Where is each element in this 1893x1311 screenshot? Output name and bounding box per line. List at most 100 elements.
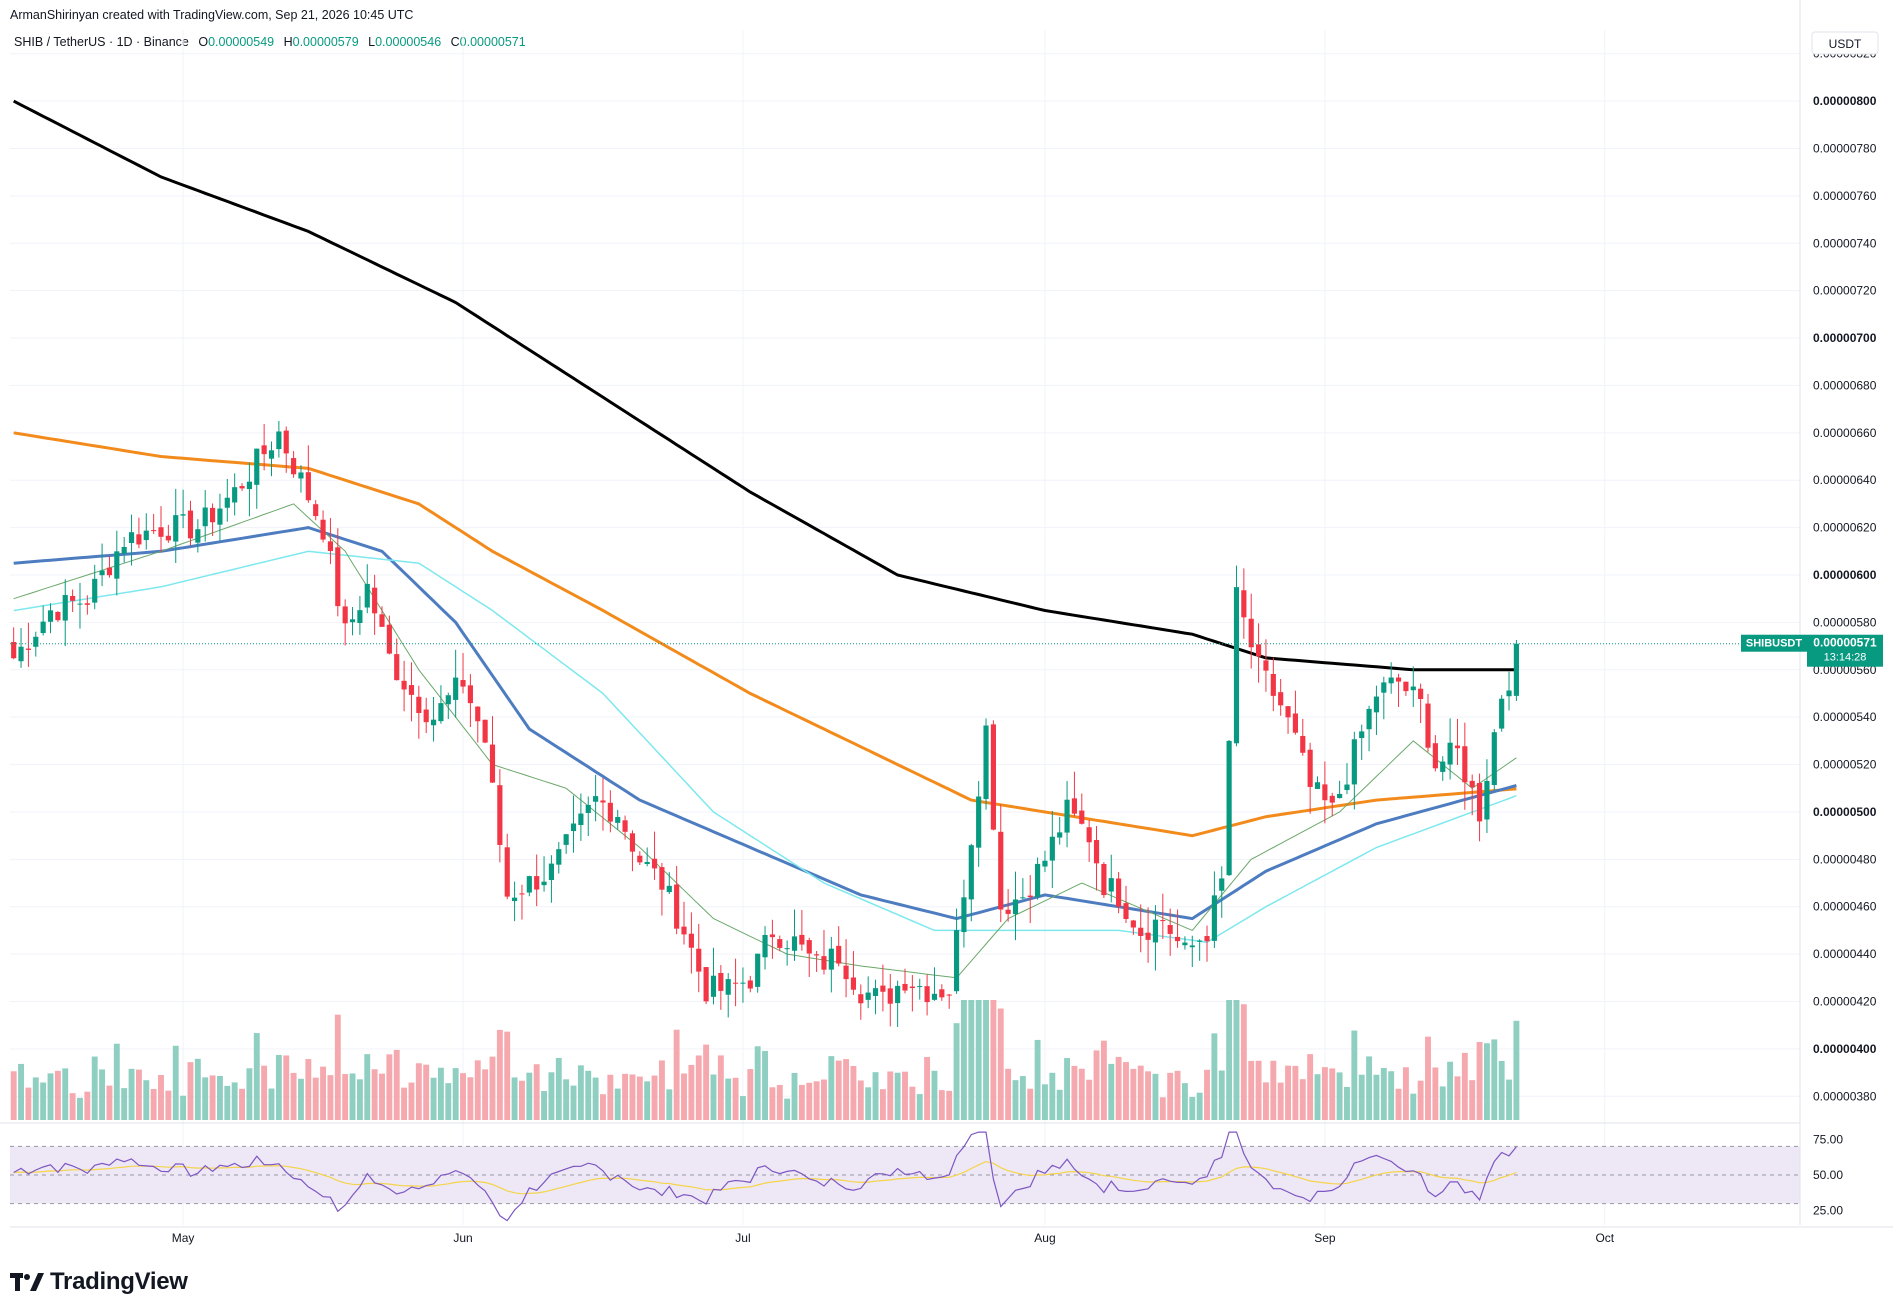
candle-body <box>718 973 724 991</box>
candle-body <box>585 804 591 813</box>
candle-body <box>1388 677 1394 684</box>
moving-average-line <box>13 550 1517 944</box>
volume-bar <box>865 1087 872 1120</box>
volume-bar <box>77 1097 83 1120</box>
volume-bar <box>968 1000 975 1120</box>
candle-body <box>114 551 120 579</box>
volume-bar <box>216 1075 223 1120</box>
candle-body <box>305 472 311 501</box>
volume-bar <box>239 1088 245 1120</box>
candle-body <box>703 967 709 1002</box>
candle-body <box>430 719 437 726</box>
volume-bar <box>1491 1039 1498 1120</box>
candle-body <box>895 985 901 1004</box>
volume-bar <box>1329 1068 1336 1120</box>
candle-body <box>121 546 127 554</box>
volume-bar <box>1402 1067 1409 1120</box>
volume-bar <box>334 1014 341 1120</box>
volume-bar <box>1152 1073 1159 1120</box>
brand-logo[interactable]: TradingView <box>10 1268 188 1296</box>
candle-body <box>1418 688 1424 700</box>
candle-body <box>1447 742 1453 765</box>
candle-body <box>1049 836 1055 861</box>
volume-bar <box>1189 1096 1196 1120</box>
candle-body <box>961 897 967 933</box>
price-badge-countdown: 13:14:28 <box>1824 652 1867 664</box>
candle-body <box>92 578 98 603</box>
candle-body <box>1469 780 1475 788</box>
volume-bar <box>99 1069 106 1120</box>
candle-body <box>1403 681 1409 692</box>
volume-bar <box>437 1067 444 1120</box>
volume-bar <box>1417 1080 1424 1120</box>
price-tick-label: 0.00000680 <box>1813 378 1877 392</box>
volume-bar <box>342 1074 349 1120</box>
candle-body <box>570 823 577 832</box>
candle-body <box>976 796 982 848</box>
candle-body <box>814 954 820 956</box>
volume-bar <box>1263 1082 1269 1120</box>
candle-body <box>1174 936 1181 942</box>
moving-averages <box>13 99 1517 979</box>
candle-body <box>946 994 952 996</box>
volume-bar <box>1100 1040 1107 1120</box>
volume-bar <box>40 1082 47 1120</box>
candle-body <box>600 800 606 803</box>
volume-bar <box>924 1056 931 1120</box>
candle-body <box>1064 799 1070 833</box>
volume-bar <box>106 1085 113 1120</box>
time-tick-label: Jun <box>453 1231 472 1245</box>
price-tick-label: 0.00000480 <box>1813 852 1877 866</box>
candle-body <box>1211 895 1217 941</box>
candle-body <box>475 706 481 722</box>
candle-body <box>858 994 864 1004</box>
rsi-line <box>13 1131 1517 1222</box>
volume-bar <box>644 1081 651 1120</box>
candle-body <box>659 867 665 890</box>
candle-body <box>666 885 672 893</box>
volume-bar <box>1064 1058 1071 1120</box>
price-badge: SHIBUSDT 0.00000571 13:14:28 <box>1741 634 1883 667</box>
candle-body <box>394 654 400 681</box>
candle-body <box>629 833 636 852</box>
candle-body <box>644 861 650 865</box>
volume-bar <box>1005 1068 1012 1120</box>
volume-bar <box>253 1033 260 1120</box>
candle-body <box>769 934 775 938</box>
candle-body <box>762 934 768 958</box>
candle-body <box>349 619 356 623</box>
volume-bar <box>1034 1039 1041 1120</box>
candle-body <box>1314 782 1321 789</box>
price-tick-label: 0.00000380 <box>1813 1089 1877 1103</box>
candle-body <box>1454 745 1461 749</box>
candle-body <box>1506 690 1512 697</box>
candle-body <box>740 982 746 984</box>
volume-bar <box>1167 1072 1174 1120</box>
ohlc-high-key: H <box>283 35 293 49</box>
volume-bar <box>467 1077 474 1120</box>
candle-body <box>651 858 658 869</box>
price-tick-label: 0.00000400 <box>1813 1042 1877 1056</box>
candle-body <box>1462 746 1468 783</box>
volume-bar <box>1373 1074 1380 1120</box>
volume-bar <box>1461 1052 1468 1120</box>
volume-bar <box>828 1056 835 1120</box>
candle-body <box>1278 692 1284 706</box>
time-tick-label: Aug <box>1034 1231 1055 1245</box>
volume-bar <box>275 1054 282 1120</box>
volume-bar <box>1447 1061 1454 1120</box>
volume-bar <box>872 1072 879 1120</box>
volume-bar <box>953 1023 960 1120</box>
candle-body <box>998 831 1004 910</box>
volume-bar <box>1469 1080 1476 1120</box>
candle-body <box>1484 780 1490 820</box>
volume-bar <box>511 1077 518 1120</box>
candle-body <box>541 881 547 886</box>
volume-bar <box>717 1055 724 1120</box>
time-tick-label: Jul <box>735 1231 750 1245</box>
candle-body <box>11 642 17 659</box>
candle-body <box>276 431 282 450</box>
currency-badge[interactable]: USDT <box>1811 31 1879 55</box>
time-axis[interactable]: May Jun Jul Aug Sep Oct <box>10 1226 1893 1245</box>
